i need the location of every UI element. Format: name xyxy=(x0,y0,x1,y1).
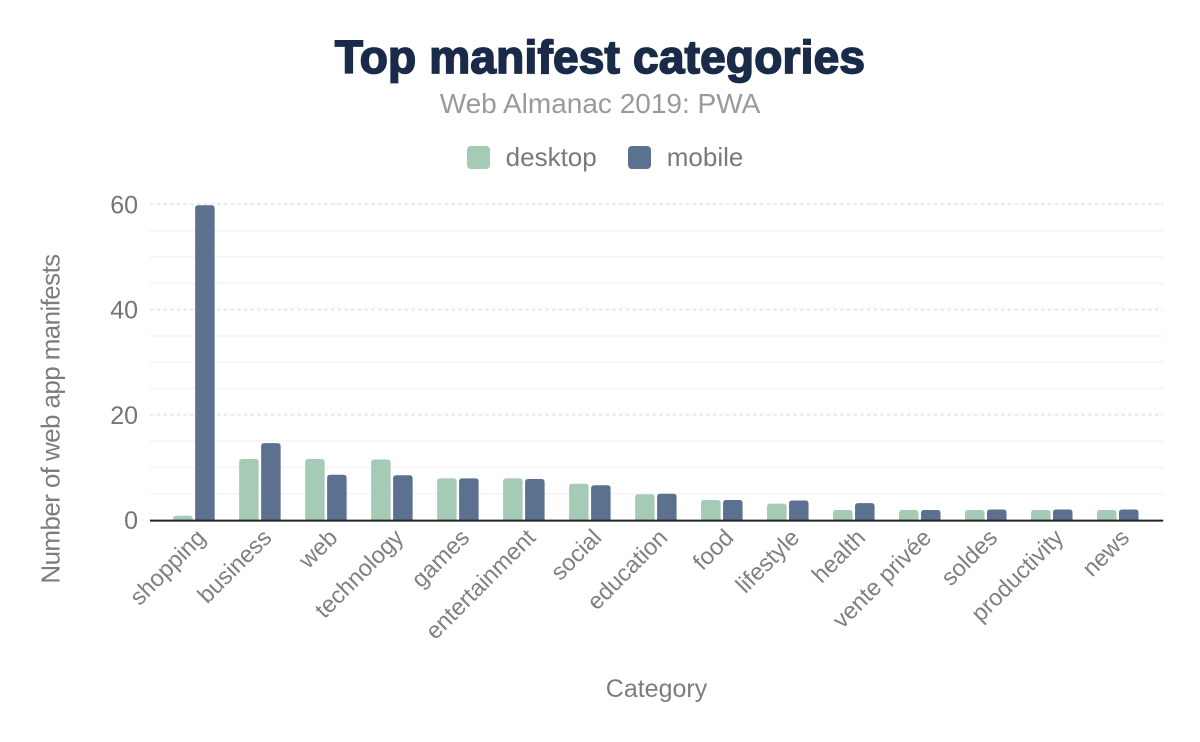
legend-label-mobile: mobile xyxy=(666,141,744,172)
bar-mobile-news[interactable] xyxy=(1119,509,1139,521)
bar-mobile-games[interactable] xyxy=(459,478,479,521)
y-tick-label-0: 0 xyxy=(124,507,138,535)
bar-mobile-entertainment[interactable] xyxy=(525,478,545,521)
chart-subtitle: Web Almanac 2019: PWA xyxy=(439,88,761,119)
bar-desktop-health[interactable] xyxy=(833,510,853,521)
bar-mobile-health[interactable] xyxy=(855,503,875,521)
x-tick-label-food: food xyxy=(688,524,739,575)
bar-mobile-education[interactable] xyxy=(657,493,677,521)
x-tick-label-shopping: shopping xyxy=(125,524,211,610)
bar-desktop-food[interactable] xyxy=(701,500,721,521)
legend: desktop mobile xyxy=(5,141,1200,173)
x-axis-title: Category xyxy=(605,675,708,703)
bar-mobile-soldes[interactable] xyxy=(987,509,1007,521)
bar-desktop-soldes[interactable] xyxy=(965,510,985,521)
bar-mobile-vente-privée[interactable] xyxy=(921,510,941,521)
x-tick-label-health: health xyxy=(807,524,871,588)
bar-desktop-productivity[interactable] xyxy=(1031,510,1051,521)
bar-mobile-productivity[interactable] xyxy=(1053,509,1073,521)
bar-mobile-food[interactable] xyxy=(723,500,743,521)
legend-item-mobile[interactable]: mobile xyxy=(627,141,744,173)
bar-desktop-lifestyle[interactable] xyxy=(767,503,787,521)
bar-mobile-technology[interactable] xyxy=(393,475,413,521)
bar-desktop-education[interactable] xyxy=(635,494,655,521)
x-tick-label-news: news xyxy=(1077,524,1134,581)
bar-desktop-entertainment[interactable] xyxy=(503,478,523,521)
bar-desktop-social[interactable] xyxy=(569,483,589,521)
legend-item-desktop[interactable]: desktop xyxy=(466,141,597,173)
legend-label-desktop: desktop xyxy=(505,141,597,172)
y-axis-title-text: Number of web app manifests xyxy=(35,254,66,584)
bar-desktop-business[interactable] xyxy=(239,458,259,521)
legend-swatch-desktop xyxy=(466,145,490,169)
bar-desktop-web[interactable] xyxy=(305,458,325,521)
y-tick-label-20: 20 xyxy=(110,402,138,430)
x-tick-label-web: web xyxy=(293,524,343,574)
bar-desktop-vente-privée[interactable] xyxy=(899,510,919,521)
chart-title: Top manifest categories xyxy=(334,30,866,84)
bar-mobile-shopping[interactable] xyxy=(195,205,215,522)
bar-mobile-lifestyle[interactable] xyxy=(789,500,809,521)
x-tick-label-business: business xyxy=(192,524,276,608)
x-tick-label-social: social xyxy=(545,524,606,585)
bar-mobile-web[interactable] xyxy=(327,474,347,521)
bar-mobile-social[interactable] xyxy=(591,485,611,521)
bar-desktop-news[interactable] xyxy=(1097,510,1117,521)
bar-mobile-business[interactable] xyxy=(261,443,281,521)
y-tick-label-60: 60 xyxy=(110,191,138,219)
bar-desktop-games[interactable] xyxy=(437,478,457,521)
legend-swatch-mobile xyxy=(627,145,651,169)
x-tick-label-lifestyle: lifestyle xyxy=(731,524,805,598)
bar-desktop-technology[interactable] xyxy=(371,459,391,521)
y-tick-label-40: 40 xyxy=(110,297,138,325)
